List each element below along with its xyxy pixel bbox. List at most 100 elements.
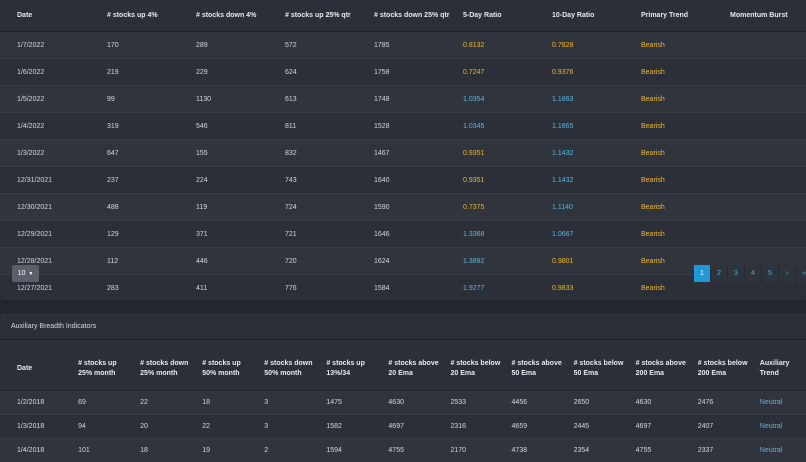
column-header[interactable]: # stocks down 25% qtr xyxy=(374,0,463,32)
column-header-line: 13%/34 xyxy=(326,370,350,377)
table-cell: 4738 xyxy=(512,439,574,462)
table-cell: 721 xyxy=(285,221,374,248)
column-header[interactable]: # stocks down 4% xyxy=(196,0,285,32)
page-size-dropdown[interactable]: 10 ▼ xyxy=(12,265,39,282)
page-button[interactable]: 3 xyxy=(727,265,744,282)
table-cell: Neutral xyxy=(760,391,806,415)
table-cell: 1785 xyxy=(374,32,463,59)
table-cell: 1130 xyxy=(196,86,285,113)
table-cell: 0.9351 xyxy=(463,140,552,167)
page-button[interactable]: › xyxy=(778,265,795,282)
table-header-row: Date # stocks up 4% # stocks down 4% # s… xyxy=(0,0,806,32)
column-header[interactable]: # stocks up 4% xyxy=(107,0,196,32)
table-cell: Bearish xyxy=(641,167,730,194)
column-header[interactable]: Momentum Burst xyxy=(730,0,806,32)
table-cell: 0.7828 xyxy=(552,32,641,59)
column-header-line: 50 Ema xyxy=(512,370,537,377)
table-cell: 1584 xyxy=(374,275,463,302)
column-header[interactable]: # stocks above 50 Ema xyxy=(512,348,574,391)
table-cell xyxy=(730,140,806,167)
page-button[interactable]: 1 xyxy=(694,265,710,282)
table-cell: 720 xyxy=(285,248,374,275)
table-cell: 94 xyxy=(78,415,140,439)
table-cell: 1/4/2018 xyxy=(0,439,78,462)
table-cell: 2170 xyxy=(450,439,511,462)
table-cell: 647 xyxy=(107,140,196,167)
table-cell: Bearish xyxy=(641,194,730,221)
table-cell xyxy=(730,113,806,140)
table-cell: 1.1432 xyxy=(552,167,641,194)
page-button[interactable]: 5 xyxy=(761,265,778,282)
table-cell: 724 xyxy=(285,194,374,221)
table-cell: 624 xyxy=(285,59,374,86)
column-header[interactable]: Primary Trend xyxy=(641,0,730,32)
table-cell: 1/7/2022 xyxy=(0,32,107,59)
page-button[interactable]: 2 xyxy=(710,265,727,282)
table-cell: 0.9376 xyxy=(552,59,641,86)
column-header[interactable]: 10-Day Ratio xyxy=(552,0,641,32)
table-cell: 1.9277 xyxy=(463,275,552,302)
table-cell: 20 xyxy=(140,415,202,439)
table-cell: Bearish xyxy=(641,221,730,248)
table-cell: 219 xyxy=(107,59,196,86)
table-cell: 3 xyxy=(264,391,326,415)
breadth-table: Date # stocks up 4% # stocks down 4% # s… xyxy=(0,0,806,301)
table-cell xyxy=(730,86,806,113)
table-cell: 2476 xyxy=(698,391,760,415)
table-cell: 776 xyxy=(285,275,374,302)
table-cell: 4755 xyxy=(388,439,450,462)
table-cell xyxy=(730,59,806,86)
table-cell: 2 xyxy=(264,439,326,462)
table-cell: 2650 xyxy=(574,391,636,415)
table-cell: 289 xyxy=(196,32,285,59)
table-cell: 0.9801 xyxy=(552,248,641,275)
column-header[interactable]: Date xyxy=(0,348,78,391)
table-cell: 1528 xyxy=(374,113,463,140)
table-cell: 229 xyxy=(196,59,285,86)
column-header[interactable]: Date xyxy=(0,0,107,32)
page-size-value: 10 xyxy=(18,270,26,277)
table-cell: 170 xyxy=(107,32,196,59)
column-header-line: Date xyxy=(17,365,32,372)
table-cell: 0.9351 xyxy=(463,167,552,194)
table-cell: 4659 xyxy=(512,415,574,439)
table-cell: 0.7375 xyxy=(463,194,552,221)
table-cell: 1582 xyxy=(326,415,388,439)
page-button[interactable]: » xyxy=(795,265,806,282)
table-cell: 4630 xyxy=(388,391,450,415)
table-cell: 1475 xyxy=(326,391,388,415)
table-cell: 101 xyxy=(78,439,140,462)
column-header-line: # stocks up xyxy=(78,360,117,367)
column-header[interactable]: 5-Day Ratio xyxy=(463,0,552,32)
table-cell: 488 xyxy=(107,194,196,221)
table-cell: 1.1432 xyxy=(552,140,641,167)
table-cell: 446 xyxy=(196,248,285,275)
table-cell: 12/30/2021 xyxy=(0,194,107,221)
column-header[interactable]: # stocks up 25% qtr xyxy=(285,0,374,32)
table-cell: 99 xyxy=(107,86,196,113)
table-cell: 1.0667 xyxy=(552,221,641,248)
page-button[interactable]: 4 xyxy=(744,265,761,282)
column-header-line: # stocks above xyxy=(512,360,562,367)
table-cell: Bearish xyxy=(641,59,730,86)
table-cell: 1640 xyxy=(374,167,463,194)
